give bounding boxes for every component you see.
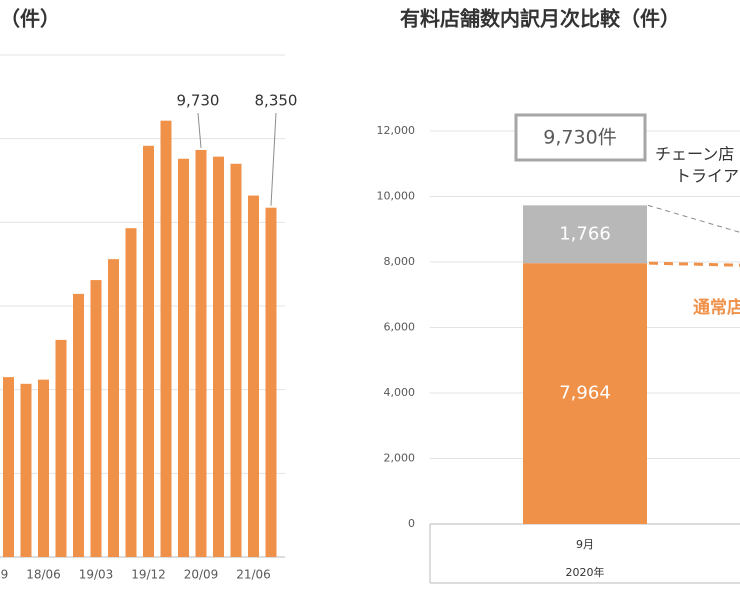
x-tick-label: 19/12 [131, 568, 166, 582]
y-tick-label: 6,000 [384, 321, 416, 334]
leader-line [270, 112, 277, 206]
annotation: チェーン店 [655, 145, 734, 164]
bar [90, 280, 102, 557]
y-tick-label: 2,000 [384, 452, 416, 465]
series-label: 通常店舗 [693, 297, 740, 318]
y-tick-label: 0 [408, 517, 415, 530]
bar [178, 158, 189, 557]
y-tick-label: 10,000 [377, 190, 416, 203]
y-tick-label: 8,000 [384, 255, 416, 268]
total-box [514, 113, 647, 162]
bar [38, 379, 49, 557]
chart-title: 有料店舗数内訳月次比較（件） [400, 7, 680, 31]
y-tick-label: 12,000 [377, 124, 416, 137]
group-label: 2020年 [566, 565, 605, 579]
annotation: トライアル [675, 167, 740, 186]
guide-line [648, 261, 740, 267]
value-label: 7,964 [559, 383, 611, 404]
x-tick-label: 20/09 [184, 568, 219, 582]
total-label: 9,730件 [543, 127, 616, 149]
x-tick-label: 9月 [576, 538, 594, 551]
value-label: 9,730 [177, 92, 220, 110]
bar [73, 293, 84, 557]
bar [230, 163, 242, 557]
bar [160, 120, 172, 557]
bar [213, 156, 224, 557]
x-tick-label: 19/03 [79, 568, 114, 582]
leader-line [197, 112, 202, 149]
bar [3, 377, 14, 557]
bar [265, 207, 277, 558]
value-label: 1,766 [559, 223, 611, 244]
x-tick-label: 18/06 [26, 568, 61, 582]
y-tick-label: 4,000 [384, 386, 416, 399]
bar [20, 383, 32, 557]
bar [143, 145, 154, 558]
chart-title: （件） [0, 7, 60, 31]
bar-segment [523, 263, 647, 524]
bar [195, 149, 207, 557]
guide-line [647, 204, 740, 233]
x-tick-label: 17/09 [0, 568, 8, 582]
bar [55, 339, 67, 557]
bar [248, 195, 259, 557]
bar [108, 259, 119, 557]
bar [125, 228, 137, 557]
bar-segment [523, 205, 647, 264]
x-tick-label: 21/06 [236, 568, 271, 582]
value-label: 8,350 [255, 92, 298, 110]
